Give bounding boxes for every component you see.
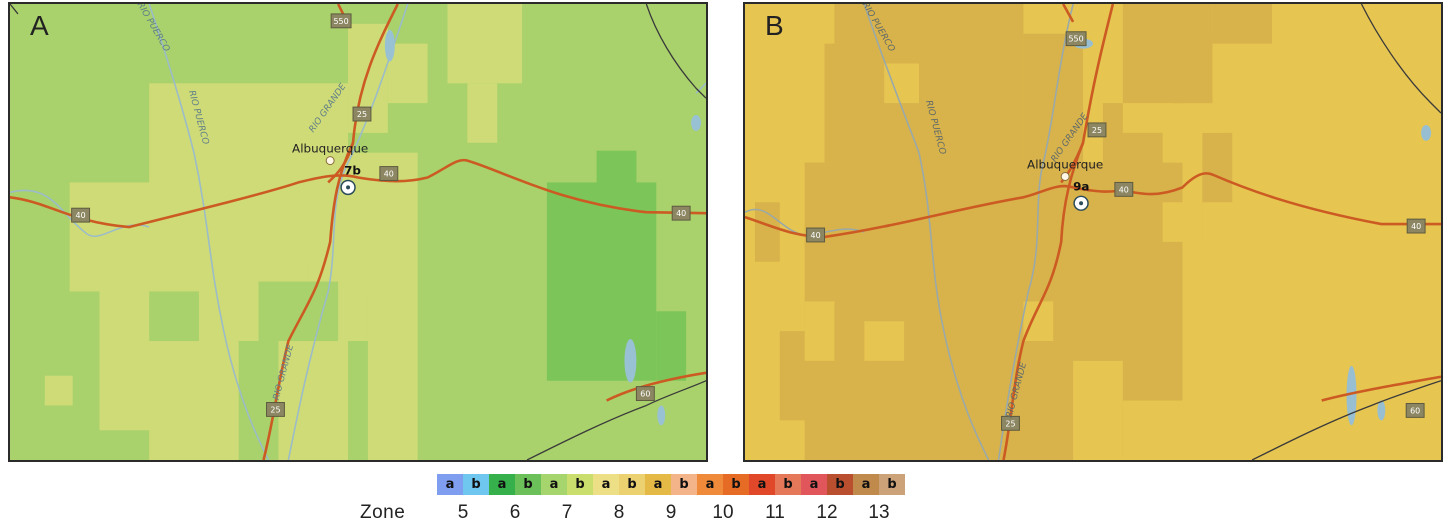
legend-swatch: b — [619, 474, 645, 495]
zone-marker-label: 9a — [1073, 179, 1089, 193]
legend-swatch: b — [827, 474, 853, 495]
shield-40-west: 40 — [811, 231, 821, 240]
legend-swatch: b — [775, 474, 801, 495]
shield-40-center: 40 — [1119, 185, 1129, 194]
map-panel-a[interactable]: 40 40 40 25 25 550 60 RIO GRANDE RIO GRA… — [8, 2, 708, 462]
shield-25-north: 25 — [1092, 126, 1102, 135]
city-dot[interactable] — [325, 156, 335, 166]
shield-550: 550 — [334, 17, 349, 26]
shield-40-center: 40 — [384, 169, 394, 178]
shield-25-south: 25 — [270, 405, 280, 414]
legend-swatch: b — [723, 474, 749, 495]
legend-swatch: a — [437, 474, 463, 495]
legend-swatch: a — [749, 474, 775, 495]
legend-zone-number: 9 — [665, 502, 677, 523]
boundary-lines — [1251, 4, 1441, 460]
legend-zone-number: 12 — [816, 502, 838, 523]
map-b-canvas: 40 40 40 25 25 550 60 RIO GRANDE RIO GRA… — [745, 4, 1441, 460]
legend-swatch: a — [697, 474, 723, 495]
legend-swatch: a — [853, 474, 879, 495]
legend-zone-number: 13 — [868, 502, 890, 523]
legend-swatch: a — [645, 474, 671, 495]
legend-zone-number: 7 — [561, 502, 573, 523]
legend-swatch: b — [567, 474, 593, 495]
legend-swatch: b — [879, 474, 905, 495]
highway-shields — [71, 13, 691, 417]
highway-shields — [806, 31, 1426, 431]
map-panel-b[interactable]: 40 40 40 25 25 550 60 RIO GRANDE RIO GRA… — [743, 2, 1443, 462]
shield-60: 60 — [1410, 406, 1420, 415]
legend-zone-number: 11 — [765, 502, 785, 523]
legend-zone-number: 6 — [509, 502, 521, 523]
zone-6b-region — [546, 150, 687, 381]
boundary-lines — [10, 4, 706, 460]
location-pin-dot — [346, 185, 351, 190]
legend-swatch: a — [801, 474, 827, 495]
shield-60: 60 — [640, 390, 650, 399]
legend-swatch: a — [593, 474, 619, 495]
legend-zone-label: Zone — [360, 502, 406, 523]
legend-zone-number: 5 — [457, 502, 469, 523]
shield-labels: 40 40 40 25 25 550 60 — [811, 35, 1422, 429]
panel-letter-b: B — [765, 10, 784, 41]
shield-40-west: 40 — [76, 211, 86, 220]
shield-40-east: 40 — [1411, 222, 1421, 231]
legend-zone-number: 8 — [613, 502, 625, 523]
city-label: Albuquerque — [292, 142, 368, 156]
city-dot[interactable] — [1060, 172, 1070, 181]
zone-marker-label: 7b — [344, 164, 361, 178]
shield-25-south: 25 — [1005, 419, 1015, 428]
legend-swatch: b — [515, 474, 541, 495]
river-lines — [745, 4, 1074, 460]
shield-40-east: 40 — [676, 209, 686, 218]
legend-swatch: b — [463, 474, 489, 495]
legend-swatch: a — [541, 474, 567, 495]
zone-7a-patches — [149, 281, 339, 460]
city-label: Albuquerque — [1027, 158, 1103, 172]
shield-550: 550 — [1069, 35, 1084, 44]
shield-25-north: 25 — [357, 110, 367, 119]
panel-letter-a: A — [30, 10, 49, 41]
location-pin-dot — [1079, 201, 1084, 206]
legend-swatch: a — [489, 474, 515, 495]
legend-zone-number: 10 — [712, 502, 734, 523]
zone-light-patches — [804, 63, 1223, 460]
map-a-canvas: 40 40 40 25 25 550 60 RIO GRANDE RIO GRA… — [10, 4, 706, 460]
legend-swatch: b — [671, 474, 697, 495]
zone-9a-dark-region — [754, 4, 1272, 460]
lake-shapes — [384, 29, 702, 426]
shield-labels: 40 40 40 25 25 550 60 — [76, 17, 687, 415]
